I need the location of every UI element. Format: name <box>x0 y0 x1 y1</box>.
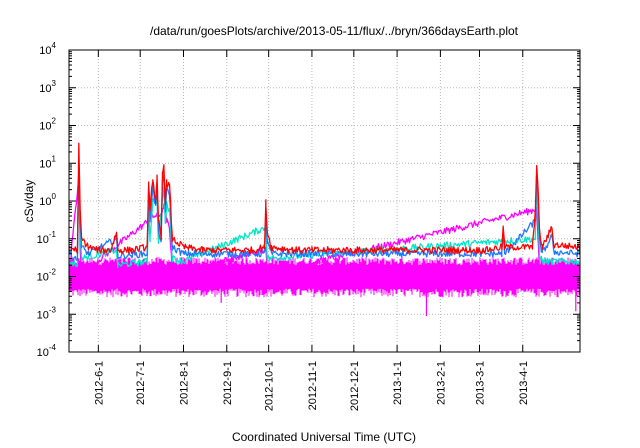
y-tick-label: 10-3 <box>37 305 57 321</box>
axis-ticks <box>69 49 580 353</box>
data-layer <box>69 142 580 316</box>
baseline-noise-band <box>69 257 580 298</box>
x-axis-label: Coordinated Universal Time (UTC) <box>232 430 416 444</box>
x-tick-label: 2012-9-1 <box>222 361 234 405</box>
series-line <box>69 142 580 255</box>
x-tick-label: 2013-4-1 <box>518 361 530 405</box>
y-tick-label: 104 <box>39 41 56 57</box>
x-tick-label: 2013-2-1 <box>435 361 447 405</box>
series-line <box>69 174 580 278</box>
x-tick-label: 2012-8-1 <box>178 361 190 405</box>
y-tick-label: 101 <box>39 154 56 170</box>
x-tick-label: 2013-3-1 <box>474 361 486 405</box>
chart-title: /data/run/goesPlots/archive/2013-05-11/f… <box>150 24 519 38</box>
x-tick-label: 2012-7-1 <box>135 361 147 405</box>
x-tick-label: 2012-11-1 <box>307 361 319 410</box>
x-tick-label: 2012-12-1 <box>349 361 361 411</box>
y-tick-label: 103 <box>39 79 56 95</box>
y-tick-labels: 10-4 10-3 10-2 10-1 100 101 102 103 104 <box>37 41 57 359</box>
y-tick-label: 10-2 <box>37 268 57 284</box>
x-tick-labels: 2012-6-1 2012-7-1 2012-8-1 2012-9-1 2012-10-… <box>93 361 529 411</box>
y-tick-label: 10-4 <box>37 343 57 359</box>
y-tick-label: 100 <box>39 192 56 208</box>
x-tick-label: 2012-6-1 <box>93 361 105 405</box>
series-line <box>69 158 580 261</box>
series-line <box>69 172 580 269</box>
gridlines <box>69 50 580 352</box>
y-tick-label: 10-1 <box>37 230 57 246</box>
x-tick-label: 2012-10-1 <box>264 361 276 411</box>
y-axis-label: cSv/day <box>22 180 36 223</box>
y-tick-label: 102 <box>39 117 56 133</box>
x-tick-label: 2013-1-1 <box>392 361 404 405</box>
